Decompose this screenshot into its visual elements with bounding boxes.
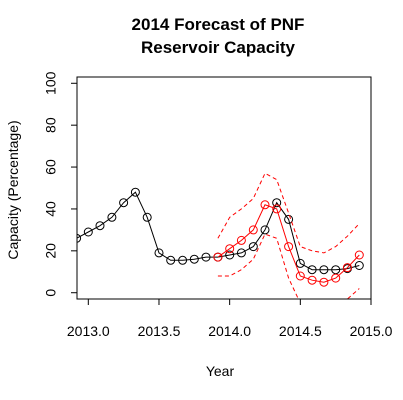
y-tick-label: 60 [43, 159, 59, 175]
data-point-observed [284, 214, 294, 224]
data-point-forecast [236, 235, 246, 245]
data-point-observed [130, 187, 140, 197]
data-point-forecast [284, 242, 294, 252]
data-point-observed [225, 250, 235, 260]
x-tick-label: 2014.0 [208, 323, 251, 339]
data-point-observed [142, 212, 152, 222]
x-tick-label: 2013.5 [138, 323, 181, 339]
data-point-observed [272, 198, 282, 208]
data-point-observed [107, 212, 117, 222]
data-point-observed [119, 198, 129, 208]
y-tick-label: 40 [43, 201, 59, 217]
y-tick-label: 0 [43, 289, 59, 297]
y-tick-label: 20 [43, 243, 59, 259]
x-tick-label: 2014.5 [279, 323, 322, 339]
data-point-forecast [331, 273, 341, 283]
series-line-lower-bound [217, 233, 360, 299]
x-axis-label: Year [206, 363, 235, 379]
data-point-observed [77, 233, 82, 243]
data-point-observed [178, 255, 188, 265]
series-line-forecast [217, 204, 360, 283]
x-axis: 2013.0 2013.5 2014.0 2014.5 2015.0 [67, 299, 393, 339]
chart-title-line-1: 2014 Forecast of PNF [132, 15, 305, 34]
data-point-observed [319, 265, 329, 275]
data-point-forecast [225, 244, 235, 254]
data-point-observed [295, 258, 305, 268]
y-axis: 0 20 40 60 80 100 [43, 71, 77, 297]
data-point-forecast [295, 271, 305, 281]
data-point-observed [201, 252, 211, 262]
series-line-observed [77, 191, 360, 271]
data-point-observed [354, 261, 364, 270]
data-point-forecast [248, 225, 258, 235]
data-point-observed [260, 225, 270, 235]
data-point-observed [189, 254, 199, 264]
data-point-observed [307, 265, 317, 275]
series-line-upper-bound [217, 172, 360, 254]
plot-frame [76, 76, 372, 300]
data-point-forecast [319, 277, 329, 287]
y-tick-label: 80 [43, 117, 59, 133]
data-point-observed [248, 242, 258, 252]
data-point-forecast [272, 204, 282, 214]
data-point-observed [83, 227, 93, 237]
data-point-observed [166, 255, 176, 265]
y-tick-label: 100 [43, 71, 59, 95]
data-point-forecast [260, 200, 270, 210]
x-tick-label: 2015.0 [350, 323, 393, 339]
y-axis-label: Capacity (Percentage) [5, 120, 21, 259]
chart-title-line-2: Reservoir Capacity [141, 38, 296, 57]
data-point-forecast [354, 250, 364, 260]
data-point-observed [154, 248, 164, 258]
data-point-observed [236, 248, 246, 258]
data-point-forecast [307, 275, 317, 285]
x-tick-label: 2013.0 [67, 323, 110, 339]
data-point-forecast [213, 252, 223, 262]
data-point-forecast [342, 263, 352, 273]
data-point-observed [95, 221, 105, 231]
